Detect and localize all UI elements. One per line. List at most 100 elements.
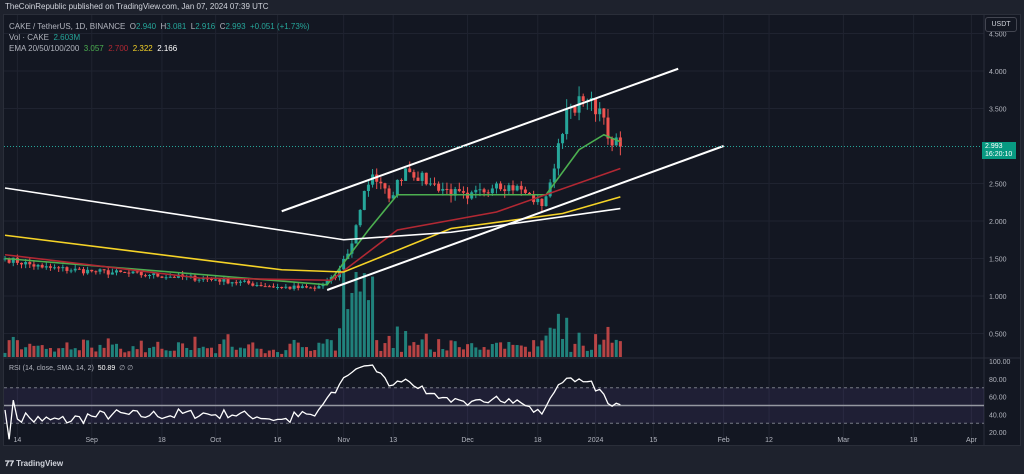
candle-body (255, 284, 259, 286)
volume-bar (28, 343, 32, 357)
candle-body (20, 262, 24, 265)
volume-bar (358, 291, 362, 357)
volume-bar (309, 350, 313, 357)
volume-bar (342, 272, 346, 357)
volume-bar (536, 346, 540, 357)
volume-bar (387, 335, 391, 357)
candle-body (57, 267, 61, 269)
currency-button[interactable]: USDT (985, 17, 1017, 32)
ema-label[interactable]: EMA 20/50/100/200 (9, 44, 80, 53)
candle-body (494, 183, 498, 189)
date-tick: Mar (837, 437, 850, 444)
volume-bar (156, 341, 160, 357)
volume-bar (399, 351, 403, 357)
volume-bar (594, 334, 598, 357)
volume-label[interactable]: Vol · CAKE (9, 33, 50, 42)
volume-bar (486, 349, 490, 357)
volume-bar (589, 349, 593, 357)
candle-body (131, 271, 135, 274)
candle-body (160, 276, 164, 278)
volume-bar (470, 343, 474, 357)
volume-bar (139, 340, 143, 357)
candle-body (309, 287, 313, 289)
candle-body (53, 267, 57, 269)
volume-bar (565, 317, 569, 357)
volume-legend: Vol · CAKE 2.603M (9, 33, 80, 42)
ema-line (4, 187, 621, 241)
volume-bar (90, 347, 94, 357)
volume-bar (288, 343, 292, 357)
candle-body (507, 185, 511, 192)
volume-bar (20, 349, 24, 357)
volume-bar (292, 339, 296, 357)
candle-body (267, 286, 271, 288)
candle-body (110, 272, 114, 275)
date-tick: 2024 (588, 437, 604, 444)
volume-bar (152, 346, 156, 357)
candle-body (263, 286, 267, 288)
volume-bar (614, 339, 618, 357)
candle-body (523, 189, 527, 193)
volume-bar (602, 339, 606, 357)
candle-body (69, 270, 73, 272)
volume-bar (544, 335, 548, 357)
candle-body (519, 185, 523, 190)
volume-bar (523, 346, 527, 357)
volume-bar (528, 351, 532, 357)
ema-line (4, 196, 621, 273)
symbol-name[interactable]: CAKE / TetherUS, 1D, BINANCE (9, 22, 126, 31)
volume-bar (325, 339, 329, 357)
volume-bar (532, 340, 536, 357)
rsi-extra: ∅ ∅ (119, 365, 134, 372)
candle-body (561, 134, 565, 144)
date-tick: Feb (718, 437, 730, 444)
candle-body (102, 269, 106, 271)
candle-body (408, 168, 412, 173)
price-tick: 1.000 (989, 294, 1007, 301)
volume-bar (371, 276, 375, 357)
rsi-label[interactable]: RSI (14, close, SMA, 14, 2) (9, 365, 94, 372)
chart-frame[interactable] (3, 14, 1021, 446)
date-tick: 13 (389, 437, 397, 444)
tradingview-logo[interactable]: 𝟕𝟕 TradingView (5, 459, 63, 469)
volume-bar (94, 351, 98, 357)
candle-body (201, 278, 205, 280)
volume-bar (507, 341, 511, 357)
volume-bar (466, 344, 470, 357)
candle-body (441, 188, 445, 191)
price-tick: 2.500 (989, 182, 1007, 189)
candle-body (387, 188, 391, 199)
date-tick: 18 (534, 437, 542, 444)
candle-body (197, 279, 201, 281)
ema-line (4, 167, 621, 282)
volume-bar (300, 347, 304, 357)
candle-body (164, 277, 168, 279)
ema200-value: 2.166 (157, 44, 178, 53)
candle-body (404, 168, 408, 181)
candle-body (28, 262, 32, 265)
price-tick: 3.500 (989, 107, 1007, 114)
ema100-value: 2.322 (132, 44, 153, 53)
candle-body (573, 106, 577, 113)
volume-bar (354, 272, 358, 357)
close-value: 2.993 (225, 22, 246, 31)
rsi-line (4, 364, 621, 440)
volume-bar (329, 340, 333, 357)
candle-body (358, 209, 362, 226)
close-label: C (219, 22, 226, 31)
candle-body (424, 172, 428, 185)
volume-bar (437, 339, 441, 357)
candle-body (226, 278, 230, 284)
candle-body (383, 183, 387, 189)
candle-body (24, 262, 28, 265)
volume-bar (428, 349, 432, 357)
candle-body (602, 108, 606, 118)
volume-bar (65, 342, 69, 357)
volume-bar (333, 350, 337, 357)
volume-bar (176, 342, 180, 357)
candle-body (449, 189, 453, 196)
volume-bar (395, 326, 399, 357)
volume-bar (569, 351, 573, 357)
candle-body (222, 278, 226, 282)
